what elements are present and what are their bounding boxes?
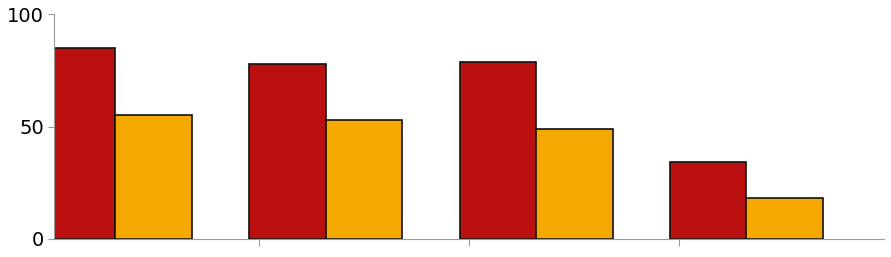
Bar	[39, 48, 116, 238]
Bar	[326, 120, 402, 238]
Bar	[670, 162, 747, 238]
Bar	[460, 61, 536, 238]
Bar	[536, 129, 612, 238]
Bar	[116, 115, 192, 238]
Bar	[747, 198, 823, 238]
Bar	[249, 64, 326, 238]
